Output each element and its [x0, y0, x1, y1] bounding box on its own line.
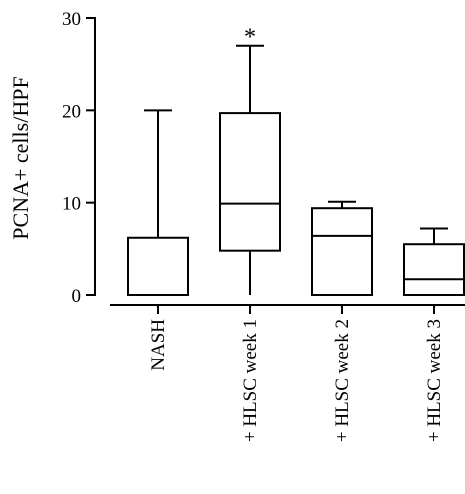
box-iqr — [311, 207, 373, 296]
significance-marker: * — [244, 25, 256, 51]
y-tick-label: 10 — [62, 194, 81, 215]
y-tick-label: 0 — [72, 286, 82, 307]
x-tick-label: + HLSC week 3 — [424, 319, 445, 442]
y-tick-label: 20 — [62, 101, 81, 122]
box-iqr — [127, 236, 189, 296]
x-tick-label: + HLSC week 1 — [240, 319, 261, 442]
annotations: * — [244, 25, 256, 51]
box-group — [127, 109, 189, 296]
y-axis: 0 10 20 30 — [62, 9, 96, 307]
box-series — [127, 44, 465, 296]
y-axis-title: PCNA+ cells/HPF — [8, 76, 33, 239]
box-group — [219, 44, 281, 295]
box-group — [403, 227, 465, 296]
box-group — [311, 200, 373, 296]
x-axis: NASH + HLSC week 1 + HLSC week 2 + HLSC wee… — [110, 304, 465, 442]
x-tick-label: + HLSC week 2 — [332, 319, 353, 442]
box-iqr — [219, 112, 281, 252]
y-tick-label: 30 — [62, 9, 81, 30]
x-tick-label: NASH — [148, 319, 169, 371]
box-iqr — [403, 243, 465, 296]
